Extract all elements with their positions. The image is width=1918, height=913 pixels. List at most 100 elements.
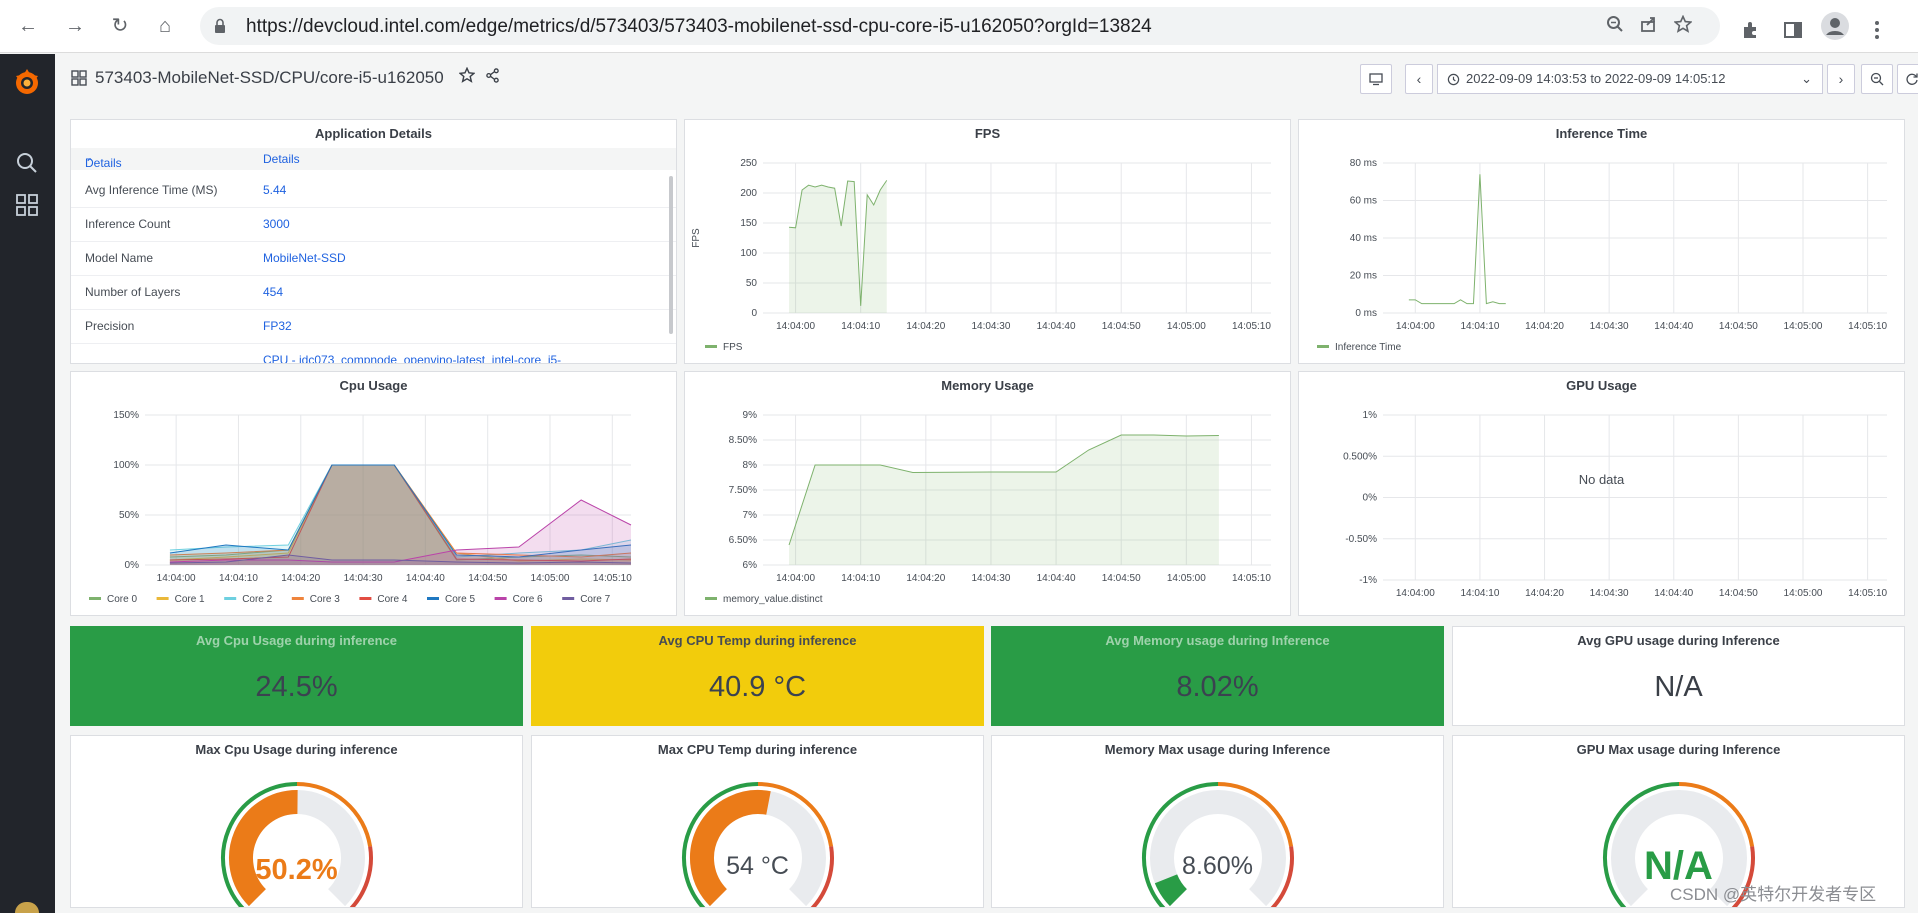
gauge-threshold-red [810,846,834,907]
series-line-memory-value-distinct [788,434,1219,546]
x-tick-label: 14:04:40 [1654,321,1693,332]
y-tick-label: 100 [740,248,757,259]
stat-value: 40.9 °C [708,671,807,703]
user-avatar[interactable] [15,902,39,913]
share-icon[interactable] [1632,15,1666,38]
x-tick-label: 14:05:10 [1848,588,1887,599]
panel-title: Inference Time [1555,126,1648,141]
legend-label: memory_value.distinct [723,594,823,605]
table-row: Precision FP32 [71,310,676,344]
time-forward-button[interactable]: › [1827,64,1855,94]
panel-title: GPU Usage [1566,378,1637,393]
grafana-logo-icon[interactable] [11,66,43,98]
x-tick-label: 14:04:00 [776,321,815,332]
gpu-usage-chart[interactable]: 1% 0.500% 0% -0.50% -1% 14:04:00 14:04:10 14:04… [1299,372,1906,617]
legend-swatch [494,597,507,600]
url-text[interactable]: https://devcloud.intel.com/edge/metrics/… [246,16,1152,37]
stat-value: 24.5% [255,671,338,703]
y-axis-label: FPS [691,228,702,248]
avg-memory-usage-stat: Avg Memory usage during Inference 8.02% [991,626,1444,726]
y-tick-label: 50% [119,510,139,521]
application-details-panel: Application Details Details ⌃ Details Av… [70,119,677,364]
series-area-core-1 [169,465,631,565]
y-tick-label: 150 [740,218,757,229]
legend-label: FPS [723,342,743,353]
gauge-threshold-green [682,782,759,907]
table-row: Avg Inference Time (MS) 5.44 [71,174,676,208]
panel-title: Memory Max usage during Inference [1104,742,1331,757]
y-tick-label: 7% [743,510,758,521]
x-tick-label: 14:04:40 [406,573,445,584]
panel-title: GPU Max usage during Inference [1576,742,1781,757]
side-panel-icon[interactable] [1772,20,1814,46]
series-area-core-3 [169,465,631,565]
cpu-usage-chart[interactable]: 150% 100% 50% 0% 14:04:00 14:04:10 14:04:20 14:… [71,372,678,617]
extensions-icon[interactable] [1730,20,1772,46]
y-tick-label: 50 [746,278,758,289]
gauge-value: 54 °C [726,852,789,880]
legend-swatch [562,597,575,600]
x-tick-label: 14:04:50 [1102,573,1141,584]
panel-title: Max Cpu Usage during inference [195,742,398,757]
home-icon[interactable]: ⌂ [158,15,172,37]
max-cpu-usage-gauge [221,782,373,907]
profile-icon[interactable] [1814,12,1856,46]
panel-title: Memory Usage [941,378,1034,393]
sort-ascending-icon: ⌃ [85,156,96,170]
avg-cpu-usage-stat: Avg Cpu Usage during inference 24.5% [70,626,523,726]
legend-label: Inference Time [1335,342,1402,353]
sidebar [0,54,55,913]
time-range-picker[interactable]: 2022-09-09 14:03:53 to 2022-09-09 14:05:… [1437,64,1823,94]
kebab-menu-icon[interactable] [1856,20,1898,46]
reload-icon[interactable]: ↻ [111,15,129,37]
x-tick-label: 14:04:40 [1654,588,1693,599]
gauge-threshold-red [349,846,373,907]
y-tick-label: 0% [125,560,140,571]
table-scrollbar[interactable] [669,176,673,334]
y-tick-label: 0 [751,308,757,319]
gauge-threshold-orange [1678,782,1755,847]
y-tick-label: -1% [1359,575,1377,586]
time-back-button[interactable]: ‹ [1405,64,1433,94]
star-icon[interactable] [459,67,475,83]
x-tick-label: 14:04:30 [971,573,1010,584]
refresh-button[interactable] [1897,64,1918,94]
x-tick-label: 14:04:10 [841,321,880,332]
dashboards-icon[interactable] [14,192,40,218]
y-tick-label: 60 ms [1350,196,1377,207]
x-tick-label: 14:04:30 [1590,321,1629,332]
forward-icon[interactable]: → [65,15,85,37]
gauge-value-arc [1154,873,1188,907]
legend-swatch [89,597,101,600]
fps-chart[interactable]: 250 200 150 100 50 0 14:04:00 14:04:10 14:04:20 1… [685,120,1292,365]
legend-label: Core 7 [580,594,610,605]
watermark: CSDN @英特尔开发者专区 [1670,885,1877,904]
tv-mode-button[interactable] [1360,64,1392,94]
dashboard-title[interactable]: 573403-MobileNet-SSD/CPU/core-i5-u162050 [95,68,444,87]
zoom-icon[interactable] [1598,15,1632,38]
legend-swatch [224,597,237,600]
x-tick-label: 14:04:00 [157,573,196,584]
column-header-details[interactable]: Details [263,152,300,166]
search-icon[interactable] [14,150,40,176]
stat-value: 8.02% [1176,671,1259,703]
legend-swatch [359,597,372,600]
address-bar[interactable]: https://devcloud.intel.com/edge/metrics/… [200,7,1720,45]
max-cpu-usage-gauge-panel: Max Cpu Usage during inference 50.2% [70,735,523,908]
gauge-value: N/A [1644,844,1713,888]
gauge-track [1150,790,1286,907]
x-tick-label: 14:05:10 [1848,321,1887,332]
memory-usage-chart[interactable]: 9% 8.50% 8% 7.50% 7% 6.50% 6% 14:04:00 14:04:10 1… [685,372,1292,617]
share-dashboard-icon[interactable] [485,68,500,83]
zoom-out-button[interactable] [1861,64,1893,94]
bookmark-star-icon[interactable] [1666,14,1700,38]
x-tick-label: 14:05:00 [1784,588,1823,599]
y-tick-label: 80 ms [1350,158,1377,169]
x-tick-label: 14:04:30 [344,573,383,584]
panel-title: Cpu Usage [339,378,408,393]
gauge-value-arc [229,790,298,907]
avg-cpu-temp-stat: Avg CPU Temp during inference 40.9 °C [531,626,984,726]
gauge-value-arc [690,790,771,907]
inference-time-chart[interactable]: 80 ms 60 ms 40 ms 20 ms 0 ms 14:04:00 14:04:10… [1299,120,1906,365]
back-icon[interactable]: ← [18,15,38,37]
